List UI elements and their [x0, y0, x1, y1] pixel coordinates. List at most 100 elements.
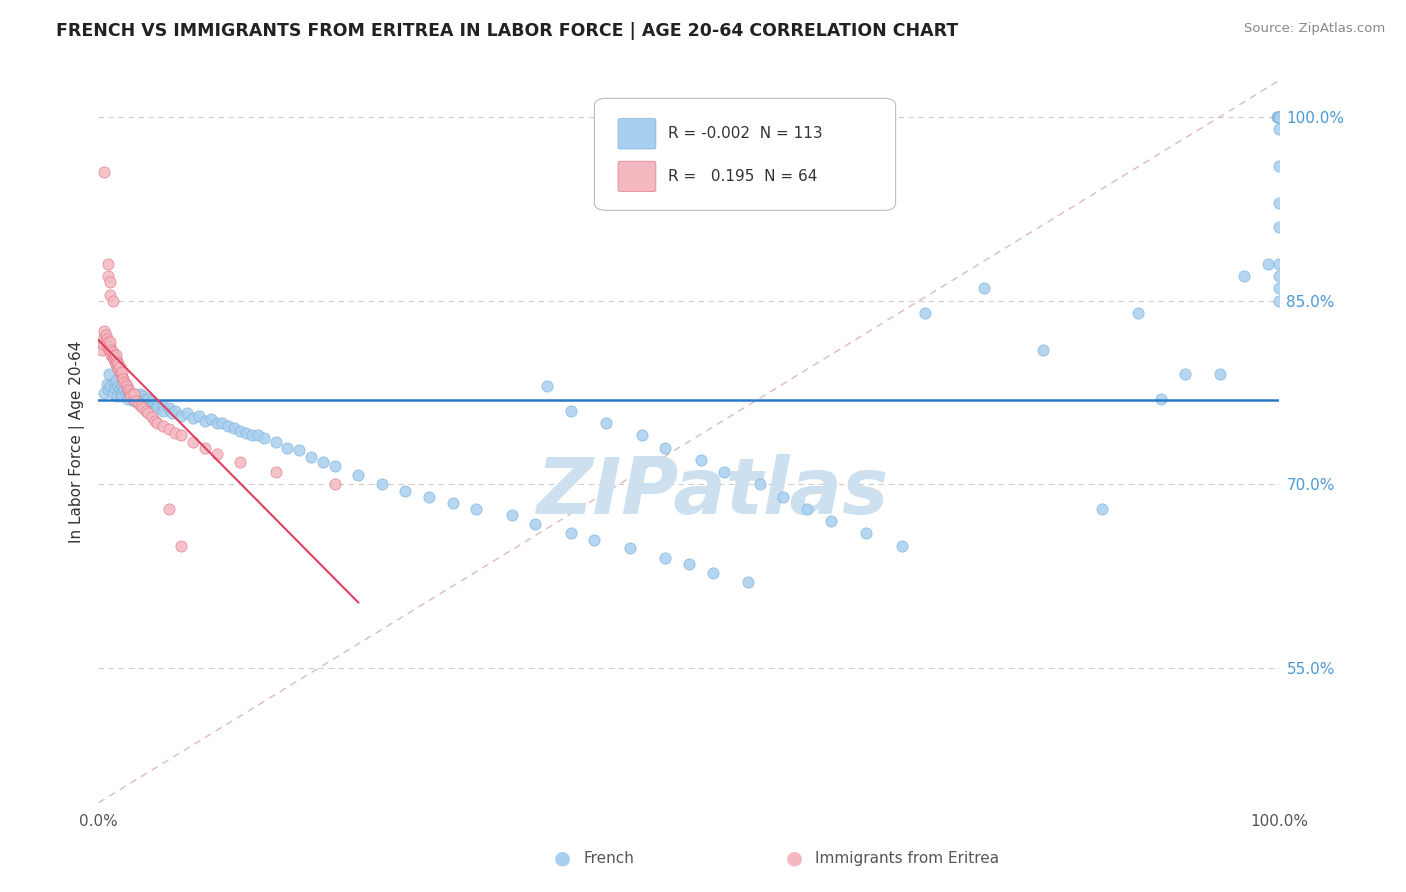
Point: [128, 394, 150, 409]
Point: [122, 386, 145, 401]
Point: [91, 336, 114, 351]
Point: [170, 539, 193, 553]
Point: [654, 550, 676, 565]
Point: [157, 502, 180, 516]
Point: [914, 306, 936, 320]
Point: [141, 394, 163, 409]
Point: [1032, 343, 1054, 357]
Point: [1268, 110, 1291, 124]
Point: [110, 367, 132, 381]
Point: [1267, 110, 1289, 124]
Point: [104, 350, 127, 364]
Point: [96, 332, 118, 346]
Point: [689, 453, 711, 467]
Point: [1268, 195, 1291, 210]
Point: [122, 394, 145, 409]
Point: [465, 502, 488, 516]
Point: [1268, 159, 1291, 173]
Point: [97, 335, 120, 350]
Point: [97, 382, 120, 396]
Point: [98, 340, 121, 354]
Point: [323, 477, 346, 491]
Point: [1268, 220, 1291, 235]
Point: [737, 575, 759, 590]
Text: French: French: [583, 851, 634, 865]
Point: [160, 406, 183, 420]
Point: [200, 412, 222, 426]
Point: [135, 404, 157, 418]
Point: [122, 392, 145, 406]
Point: [224, 421, 246, 435]
Point: [1233, 269, 1256, 284]
Point: [128, 386, 150, 401]
Point: [595, 416, 617, 430]
Point: [114, 376, 136, 391]
Point: [890, 539, 912, 553]
Point: [105, 358, 128, 372]
Point: [93, 330, 115, 344]
Point: [235, 425, 257, 440]
Text: ●: ●: [786, 848, 803, 868]
Point: [1268, 281, 1291, 295]
Point: [820, 514, 842, 528]
Point: [152, 404, 174, 418]
Point: [125, 394, 148, 409]
Point: [132, 389, 155, 403]
Point: [98, 335, 121, 350]
Point: [246, 428, 269, 442]
Point: [100, 348, 122, 362]
Point: [98, 343, 121, 357]
Point: [105, 373, 128, 387]
Point: [121, 389, 143, 403]
Text: R = -0.002  N = 113: R = -0.002 N = 113: [668, 127, 823, 141]
Point: [181, 434, 204, 449]
Point: [702, 566, 724, 580]
Point: [100, 343, 122, 357]
Point: [146, 401, 169, 416]
Point: [165, 425, 187, 440]
Point: [253, 431, 276, 445]
Point: [111, 389, 134, 403]
Point: [132, 401, 155, 416]
Point: [129, 399, 152, 413]
Point: [772, 490, 794, 504]
Point: [1268, 269, 1291, 284]
Point: [112, 382, 135, 396]
Point: [93, 165, 115, 179]
Point: [115, 379, 138, 393]
Point: [105, 355, 128, 369]
Point: [128, 396, 150, 410]
Point: [165, 404, 187, 418]
Point: [98, 345, 121, 359]
Point: [536, 379, 558, 393]
Point: [120, 385, 142, 400]
Point: [152, 418, 174, 433]
Point: [264, 465, 287, 479]
Point: [630, 428, 652, 442]
Point: [98, 367, 121, 381]
Point: [240, 428, 263, 442]
Point: [229, 455, 252, 469]
Point: [1268, 257, 1291, 271]
Point: [111, 365, 134, 379]
Point: [112, 372, 135, 386]
Point: [176, 406, 198, 420]
Point: [312, 455, 335, 469]
Point: [107, 362, 129, 376]
Text: Immigrants from Eritrea: Immigrants from Eritrea: [815, 851, 1000, 865]
Text: ZIPatlas: ZIPatlas: [537, 454, 889, 530]
Point: [108, 365, 131, 379]
Point: [98, 276, 121, 290]
Point: [181, 411, 204, 425]
Text: ●: ●: [554, 848, 571, 868]
Point: [560, 404, 582, 418]
Point: [1268, 110, 1291, 124]
Point: [619, 541, 641, 555]
Text: Source: ZipAtlas.com: Source: ZipAtlas.com: [1244, 22, 1385, 36]
Point: [855, 526, 877, 541]
Point: [323, 458, 346, 473]
Point: [98, 338, 121, 352]
Point: [678, 557, 700, 571]
Point: [122, 386, 145, 401]
Point: [97, 340, 120, 354]
